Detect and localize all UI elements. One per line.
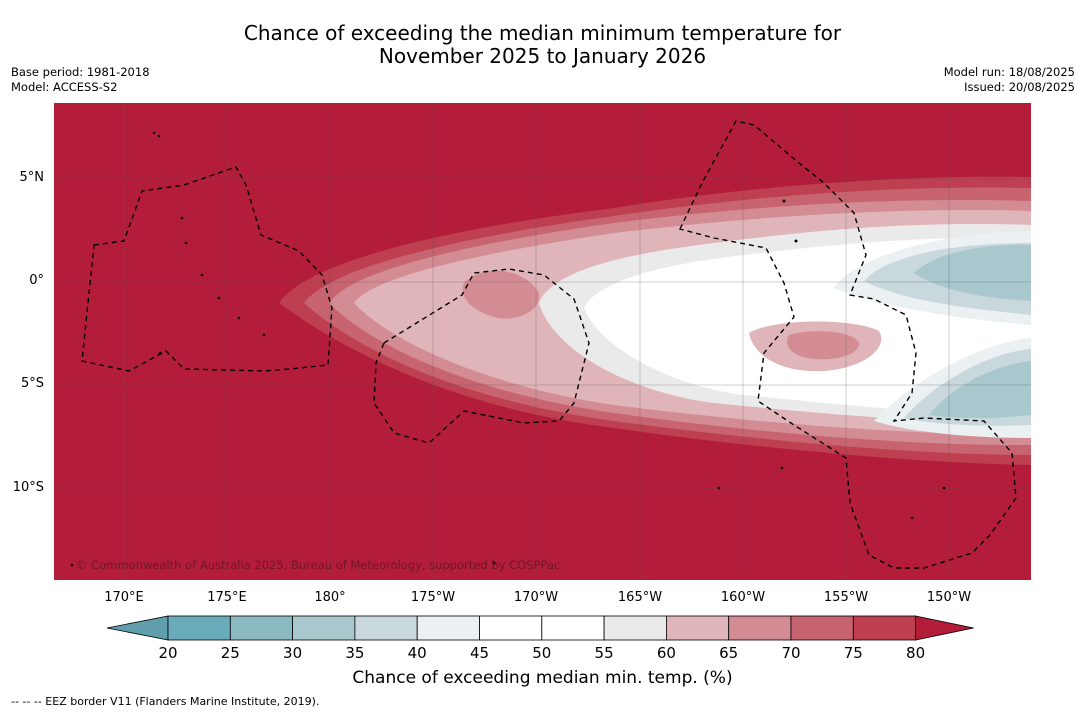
colorbar-tick-label: 45 — [469, 644, 490, 662]
copyright-notice: © Commonwealth of Australia 2025, Bureau… — [76, 558, 561, 572]
colorbar-tick-label: 80 — [906, 644, 926, 662]
lat-label-10s: 10°S — [12, 480, 44, 495]
island-markers — [70, 131, 946, 567]
colorbar-segment — [416, 615, 480, 641]
lon-label-150w: 150°W — [926, 590, 972, 605]
colorbar-segment — [354, 615, 418, 641]
colorbar-segment — [666, 615, 730, 641]
colorbar — [106, 615, 974, 641]
title-line-2: November 2025 to January 2026 — [378, 44, 707, 68]
lon-label-170w: 170°W — [513, 590, 559, 605]
colorbar-segment — [790, 615, 854, 641]
colorbar-segment — [541, 615, 605, 641]
lon-label-170e: 170°E — [104, 590, 144, 605]
island — [184, 241, 188, 245]
eez-border-west — [81, 166, 333, 372]
island — [70, 563, 74, 567]
colorbar-tick-label: 55 — [594, 644, 614, 662]
colorbar-tick-label: 65 — [719, 644, 739, 662]
colorbar-tick-label: 40 — [407, 644, 427, 662]
island — [782, 199, 786, 203]
model-run-text: Model run: 18/08/2025 — [943, 65, 1075, 79]
lon-label-160w: 160°W — [720, 590, 766, 605]
lon-label-175w: 175°W — [410, 590, 456, 605]
probability-map — [54, 103, 1031, 580]
island — [492, 561, 496, 565]
colorbar-tick-label: 35 — [345, 644, 365, 662]
lon-label-175e: 175°E — [207, 590, 247, 605]
colorbar-low-extend — [106, 615, 169, 641]
island — [217, 296, 221, 300]
island — [794, 239, 798, 243]
island — [717, 486, 721, 490]
map-svg — [54, 103, 1031, 580]
colorbar-segment — [292, 615, 356, 641]
issued-text: Issued: 20/08/2025 — [964, 80, 1075, 94]
island — [157, 134, 161, 138]
lat-label-5s: 5°S — [20, 376, 44, 391]
cool-band-30-south — [929, 361, 1031, 418]
island — [262, 333, 266, 337]
graticule — [54, 103, 1031, 580]
colorbar-tick-label: 50 — [532, 644, 552, 662]
island — [200, 273, 204, 277]
lat-label-0: 0° — [29, 273, 44, 288]
island — [910, 516, 914, 520]
lat-label-5n: 5°N — [19, 170, 45, 185]
colorbar-segment — [229, 615, 294, 641]
colorbar-segment — [479, 615, 543, 641]
eez-border-central — [373, 268, 590, 444]
island — [237, 316, 241, 320]
colorbar-tick-label: 20 — [158, 644, 178, 662]
island — [780, 466, 784, 470]
eez-legend: -- -- -- EEZ border V11 (Flanders Marine… — [11, 695, 320, 708]
colorbar-segment — [603, 615, 667, 641]
colorbar-tick-label: 70 — [781, 644, 801, 662]
cool-band-30-north — [914, 244, 1031, 301]
eez-borders — [81, 120, 1017, 569]
colorbar-tick-label: 60 — [656, 644, 676, 662]
base-period-text: Base period: 1981-2018 — [11, 65, 150, 79]
island — [180, 216, 184, 220]
metadata-right: Model run: 18/08/2025 Issued: 20/08/2025 — [944, 65, 1075, 95]
title-line-1: Chance of exceeding the median minimum t… — [243, 21, 842, 45]
colorbar-tick-label: 25 — [220, 644, 240, 662]
lon-label-165w: 165°W — [617, 590, 663, 605]
colorbar-segment — [167, 615, 231, 641]
colorbar-segment — [852, 615, 916, 641]
lon-label-180: 180° — [314, 590, 346, 605]
island — [942, 486, 946, 490]
warm-patch-west — [462, 270, 540, 319]
lon-label-155w: 155°W — [823, 590, 869, 605]
island — [152, 131, 156, 135]
colorbar-tick-label: 75 — [843, 644, 863, 662]
colorbar-title: Chance of exceeding median min. temp. (%… — [352, 668, 733, 688]
metadata-left: Base period: 1981-2018 Model: ACCESS-S2 — [11, 65, 150, 95]
colorbar-high-extend — [915, 615, 974, 641]
colorbar-segment — [728, 615, 792, 641]
island — [158, 351, 162, 355]
warm-patch-east-core — [786, 331, 860, 360]
colorbar-tick-label: 30 — [283, 644, 303, 662]
eez-border-east — [679, 120, 1017, 569]
model-text: Model: ACCESS-S2 — [11, 80, 118, 94]
